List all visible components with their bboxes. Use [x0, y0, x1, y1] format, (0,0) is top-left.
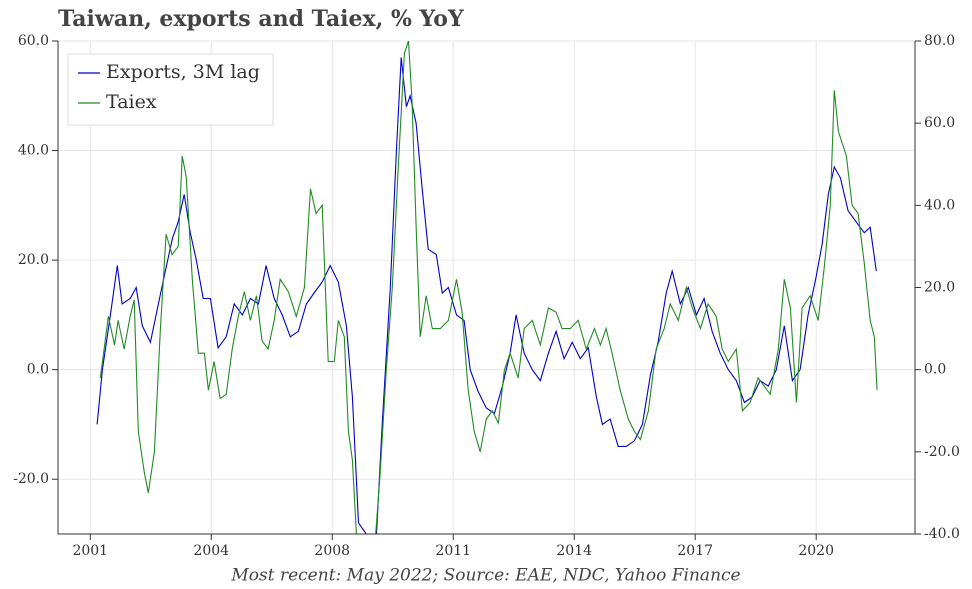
y2-tick-label: 20.0 [924, 280, 955, 296]
y-tick-label: -20.0 [13, 471, 49, 487]
legend-label: Taiex [106, 91, 157, 113]
y-tick-label: 20.0 [18, 252, 49, 268]
x-tick-label: 2017 [677, 543, 713, 559]
x-tick-label: 2001 [72, 543, 108, 559]
plot-area [96, 41, 878, 534]
y2-tick-label: -20.0 [924, 444, 960, 460]
chart-title: Taiwan, exports and Taiex, % YoY [58, 6, 464, 32]
y2-tick-label: 40.0 [924, 197, 955, 213]
y-tick-label: 60.0 [18, 33, 49, 49]
y2-tick-label: 60.0 [924, 115, 955, 131]
y2-tick-label: 0.0 [924, 362, 946, 378]
y2-tick-label: 80.0 [924, 33, 955, 49]
y-tick-label: 40.0 [18, 143, 49, 159]
x-tick-label: 2011 [435, 543, 471, 559]
x-tick-label: 2008 [314, 543, 350, 559]
legend-box [67, 53, 274, 126]
series-line [99, 41, 878, 534]
y-tick-label: 0.0 [27, 362, 49, 378]
legend: Exports, 3M lag Taiex [67, 53, 274, 126]
x-tick-label: 2020 [798, 543, 834, 559]
series-line [96, 57, 877, 534]
grid [58, 40, 915, 534]
x-tick-label: 2004 [193, 543, 229, 559]
y2-tick-label: -40.0 [924, 526, 960, 542]
footnote: Most recent: May 2022; Source: EAE, NDC,… [230, 566, 740, 586]
legend-label: Exports, 3M lag [106, 61, 260, 83]
axes: 2001 2004 2008 2011 2014 2017 2020 -20.0 0.0 20.0… [13, 33, 960, 559]
x-tick-label: 2014 [556, 543, 592, 559]
